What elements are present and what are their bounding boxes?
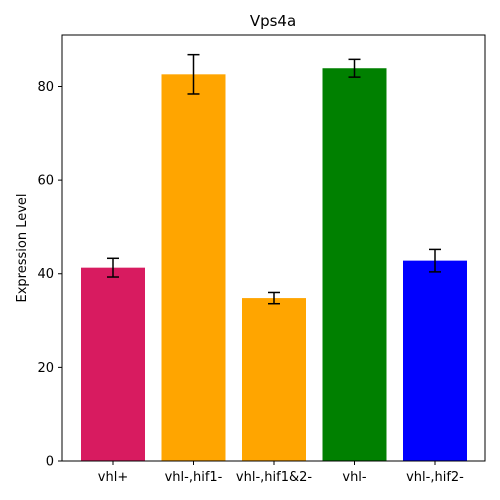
error-bar-3 [348,58,361,78]
y-axis: 0 20 40 60 80 [37,80,62,470]
error-bar-1 [187,53,200,95]
error-bar-0 [107,257,119,278]
bar-0 [81,267,145,461]
bars-group [81,68,467,462]
y-tick-label: 80 [37,80,54,95]
y-tick-label: 40 [37,267,54,282]
bar-4 [403,260,467,461]
bar-1 [161,74,226,462]
y-tick-label: 60 [37,174,54,189]
x-axis: vhl+ vhl-,hif1- vhl-,hif1&2- vhl-vhl-,hif2- [98,461,464,485]
x-tick-label: vhl-,hif1&2- [236,470,312,485]
y-tick-label: 20 [37,361,54,376]
bar-3 [322,68,387,461]
chart-title: Vps4a [250,12,296,30]
x-tick-label: vhl-,hif1- [165,470,223,485]
error-bar-2 [268,291,280,305]
x-tick-label: vhl+ [98,470,128,485]
error-bars-group [107,53,441,305]
error-bar-4 [429,248,441,273]
x-tick-label: vhl-,hif2- [406,470,464,485]
plot-frame [61,34,486,462]
y-tick-label: 0 [46,455,54,470]
bar-2 [242,298,306,461]
x-tick-label: vhl- [342,470,367,485]
y-axis-label: Expression Level [15,193,30,302]
